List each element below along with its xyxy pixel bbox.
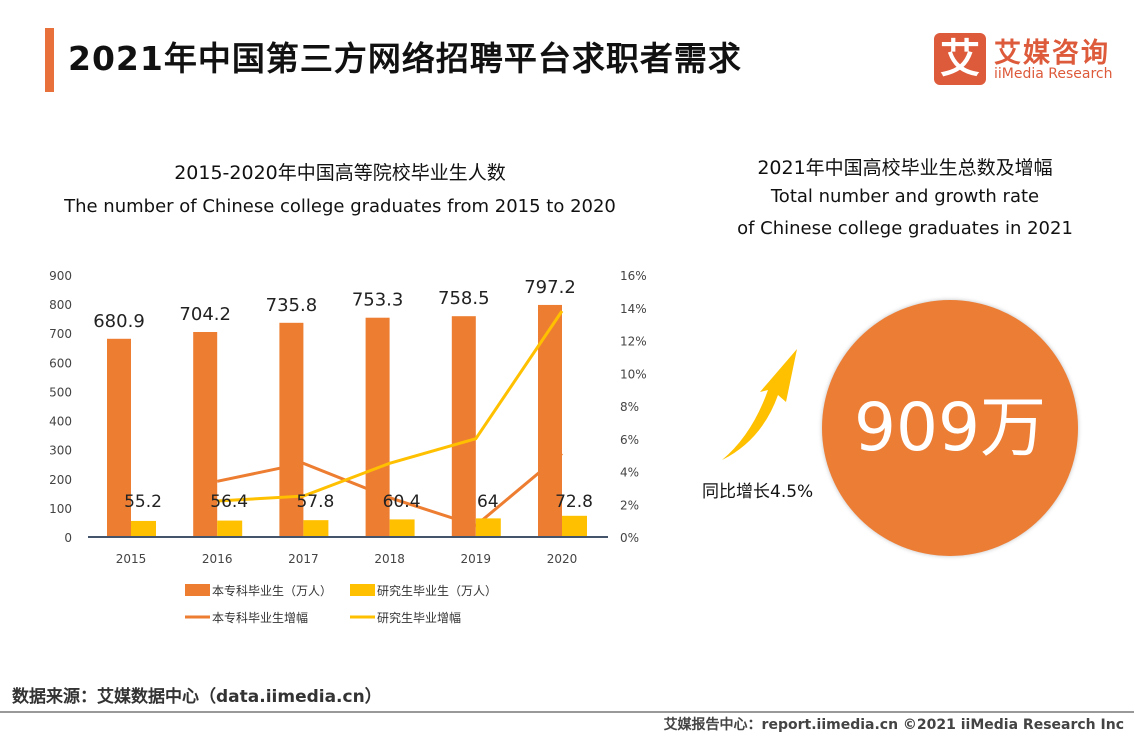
legend-label: 研究生毕业生（万人） [377, 583, 497, 598]
y-right-tick: 14% [620, 302, 647, 316]
y-right-tick: 16% [620, 269, 647, 283]
legend-swatch [350, 584, 375, 596]
postgrad-growth-line [217, 310, 564, 503]
x-tick: 2018 [374, 552, 405, 566]
chart-subtitle: The number of Chinese college graduates … [64, 196, 616, 217]
y-left-tick: 700 [49, 327, 72, 341]
data-label-undergrad: 735.8 [266, 295, 318, 316]
bar-postgrad [303, 520, 329, 537]
y-left-tick: 0 [64, 531, 72, 545]
y-right-tick: 4% [620, 466, 639, 480]
footer-copyright: 艾媒报告中心：report.iimedia.cn ©2021 iiMedia R… [663, 717, 1124, 733]
bar-undergrad [538, 304, 562, 537]
growth-rate-label: 同比增长4.5% [702, 482, 814, 502]
data-label-postgrad: 64 [477, 492, 499, 512]
x-tick: 2017 [288, 552, 319, 566]
y-left-tick: 500 [49, 385, 72, 399]
bar-postgrad [217, 520, 243, 537]
y-left-tick: 200 [49, 473, 72, 487]
up-arrow-icon [722, 349, 797, 460]
data-label-postgrad: 57.8 [296, 492, 334, 512]
y-right-tick: 12% [620, 335, 647, 349]
summary-title-en-1: Total number and growth rate [770, 186, 1040, 207]
y-left-tick: 400 [49, 415, 72, 429]
legend-swatch [185, 584, 210, 596]
data-label-undergrad: 704.2 [179, 304, 231, 325]
bar-postgrad [131, 520, 156, 537]
data-label-postgrad: 55.2 [124, 492, 162, 512]
y-right-tick: 10% [620, 367, 647, 381]
data-label-postgrad: 60.4 [383, 492, 421, 512]
y-left-tick: 900 [49, 269, 72, 283]
bar-undergrad [365, 317, 390, 537]
logo-text-cn: 艾媒咨询 [994, 38, 1110, 69]
y-right-tick: 2% [620, 498, 639, 512]
legend-label: 本专科毕业生增幅 [212, 610, 308, 625]
bar-line-chart: 0 100 200 300 400 500 600 700 800 900 0% 2% 4% 6% 8% 10… [49, 269, 647, 625]
x-tick: 2020 [547, 552, 578, 566]
y-right-tick: 6% [620, 433, 639, 447]
bar-postgrad [475, 518, 501, 537]
title-accent-bar [45, 28, 54, 92]
page-title: 2021年中国第三方网络招聘平台求职者需求 [68, 39, 742, 78]
bar-undergrad [107, 338, 131, 537]
total-graduates-circle: 909万 [822, 300, 1078, 556]
data-label-undergrad: 753.3 [352, 290, 404, 311]
footer-divider [0, 711, 1134, 713]
data-label-postgrad: 72.8 [555, 492, 593, 512]
data-label-undergrad: 758.5 [438, 288, 490, 309]
data-label-undergrad: 797.2 [524, 277, 576, 298]
x-tick: 2016 [202, 552, 233, 566]
legend-label: 研究生毕业增幅 [377, 610, 461, 625]
bar-postgrad [389, 519, 415, 537]
legend-label: 本专科毕业生（万人） [212, 583, 332, 598]
data-label-undergrad: 680.9 [93, 311, 145, 332]
logo-text-en: iiMedia Research [994, 66, 1113, 82]
y-right-tick: 0% [620, 531, 639, 545]
bar-undergrad [193, 331, 218, 537]
summary-title-en-2: of Chinese college graduates in 2021 [737, 218, 1073, 239]
data-label-postgrad: 56.4 [210, 492, 248, 512]
x-tick: 2019 [461, 552, 492, 566]
y-left-tick: 300 [49, 444, 72, 458]
y-left-tick: 800 [49, 298, 72, 312]
logo-icon: 艾 [934, 33, 986, 85]
bar-undergrad [279, 322, 304, 537]
summary-title-cn: 2021年中国高校毕业生总数及增幅 [757, 157, 1053, 179]
y-left-tick: 100 [49, 502, 72, 516]
y-right-tick: 8% [620, 400, 639, 414]
y-left-tick: 600 [49, 356, 72, 370]
data-source: 数据来源：艾媒数据中心（data.iimedia.cn） [12, 687, 382, 707]
chart-title: 2015-2020年中国高等院校毕业生人数 [174, 162, 506, 184]
bar-undergrad [451, 316, 476, 537]
bar-postgrad [562, 515, 587, 537]
x-tick: 2015 [116, 552, 147, 566]
